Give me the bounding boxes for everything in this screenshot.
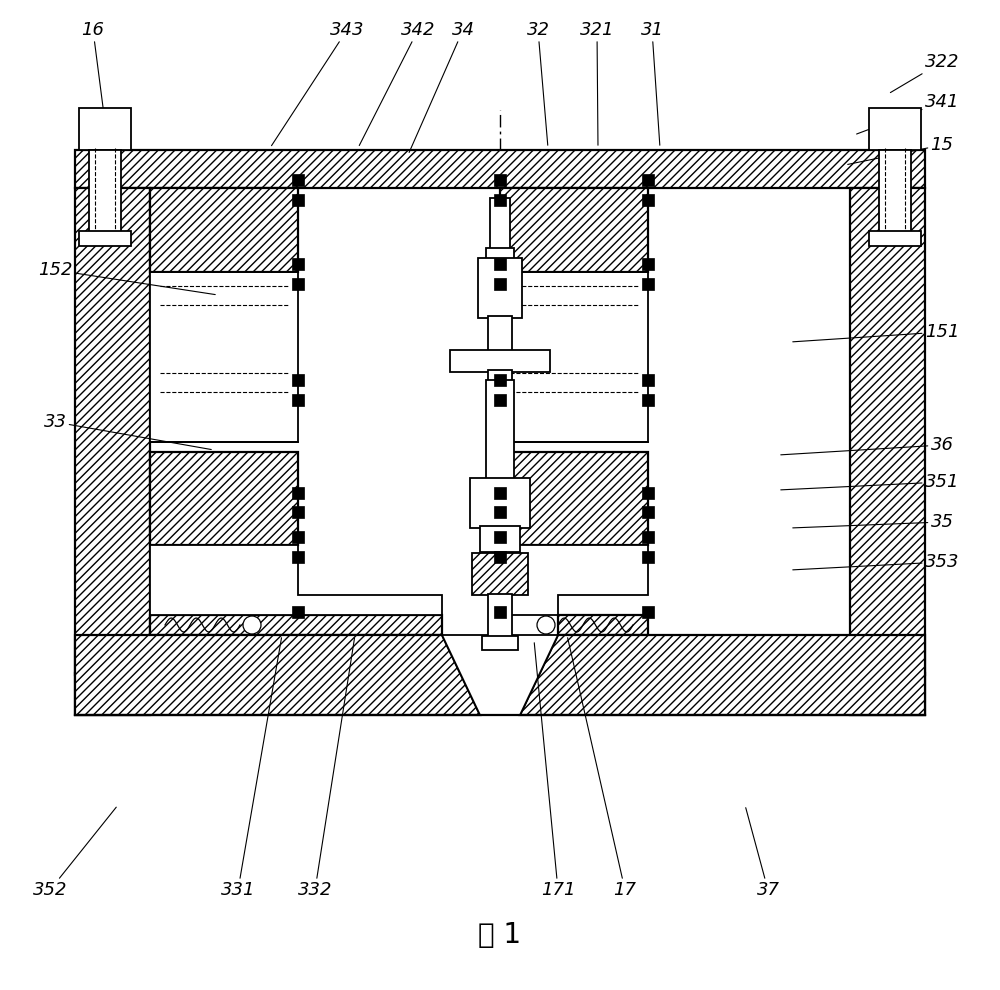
Bar xyxy=(490,198,510,250)
Bar xyxy=(642,506,654,518)
Bar xyxy=(486,248,514,260)
Bar xyxy=(292,194,304,206)
Bar xyxy=(494,194,506,206)
Bar xyxy=(292,606,304,618)
Bar xyxy=(642,194,654,206)
Text: 322: 322 xyxy=(890,53,959,93)
Bar xyxy=(494,487,506,499)
Bar xyxy=(292,487,304,499)
Bar xyxy=(494,506,506,518)
Bar xyxy=(478,258,522,318)
Bar xyxy=(494,394,506,406)
Bar xyxy=(292,394,304,406)
Text: 352: 352 xyxy=(33,807,116,899)
Bar xyxy=(494,258,506,270)
Bar xyxy=(642,487,654,499)
Bar xyxy=(494,278,506,290)
Bar xyxy=(488,594,512,638)
Bar xyxy=(642,278,654,290)
Text: 341: 341 xyxy=(857,93,959,134)
Bar xyxy=(642,258,654,270)
Bar xyxy=(494,531,506,543)
Bar xyxy=(75,150,925,188)
Bar xyxy=(480,526,520,552)
Text: 32: 32 xyxy=(526,21,550,146)
Polygon shape xyxy=(150,545,442,615)
Text: 31: 31 xyxy=(640,21,664,146)
Text: 351: 351 xyxy=(781,473,959,491)
Bar xyxy=(488,316,512,352)
Bar xyxy=(642,551,654,563)
Text: 321: 321 xyxy=(580,21,614,146)
Bar xyxy=(150,272,298,442)
Text: 171: 171 xyxy=(534,643,575,899)
Text: 图 1: 图 1 xyxy=(478,921,522,949)
Bar xyxy=(75,673,150,715)
Bar xyxy=(470,478,530,528)
Bar xyxy=(494,551,506,563)
Bar xyxy=(494,606,506,618)
Text: 33: 33 xyxy=(44,413,211,449)
Bar xyxy=(292,374,304,386)
Bar xyxy=(869,231,921,246)
Bar xyxy=(879,150,911,232)
Bar xyxy=(869,108,921,150)
Text: 332: 332 xyxy=(298,638,355,899)
Bar xyxy=(79,108,131,150)
Text: 331: 331 xyxy=(221,638,282,899)
Bar xyxy=(642,606,654,618)
Bar xyxy=(89,150,121,232)
Bar xyxy=(500,188,648,272)
Text: 343: 343 xyxy=(272,21,364,146)
Circle shape xyxy=(537,616,555,634)
Text: 353: 353 xyxy=(793,553,959,571)
Text: 17: 17 xyxy=(568,638,637,899)
Bar xyxy=(79,231,131,246)
Bar xyxy=(472,553,528,595)
Bar xyxy=(642,394,654,406)
Text: 35: 35 xyxy=(793,513,954,531)
Circle shape xyxy=(243,616,261,634)
Text: 152: 152 xyxy=(38,261,215,295)
Bar xyxy=(558,615,648,635)
Bar xyxy=(850,188,925,675)
Bar xyxy=(292,174,304,186)
Text: 151: 151 xyxy=(793,323,959,342)
Bar xyxy=(494,374,506,386)
Bar xyxy=(450,350,550,372)
Text: 37: 37 xyxy=(746,808,780,899)
Polygon shape xyxy=(442,635,558,715)
Bar xyxy=(642,174,654,186)
Polygon shape xyxy=(520,635,925,715)
Bar xyxy=(500,272,648,442)
Bar xyxy=(150,452,298,545)
Bar xyxy=(75,188,150,675)
Bar xyxy=(292,551,304,563)
Text: 15: 15 xyxy=(848,136,954,164)
Bar xyxy=(150,615,442,635)
Bar xyxy=(292,506,304,518)
Bar xyxy=(486,380,514,480)
Text: 342: 342 xyxy=(359,21,435,146)
Text: 16: 16 xyxy=(82,21,107,136)
Bar xyxy=(292,531,304,543)
Polygon shape xyxy=(75,635,480,715)
Bar xyxy=(642,374,654,386)
Text: 36: 36 xyxy=(781,436,954,454)
Bar xyxy=(488,370,512,382)
Bar xyxy=(500,452,648,545)
Bar xyxy=(292,278,304,290)
Bar xyxy=(292,258,304,270)
Bar xyxy=(494,174,506,186)
Bar xyxy=(850,673,925,715)
Bar xyxy=(642,531,654,543)
Bar xyxy=(150,188,298,272)
Bar xyxy=(482,636,518,650)
Text: 34: 34 xyxy=(409,21,475,152)
Polygon shape xyxy=(500,545,648,615)
